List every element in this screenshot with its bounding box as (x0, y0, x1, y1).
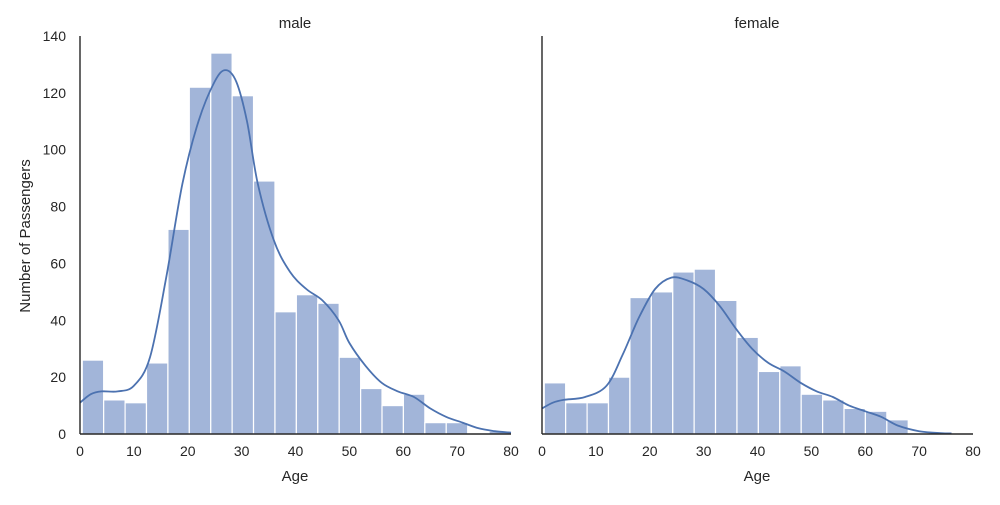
y-tick-label: 120 (43, 85, 67, 101)
bar (543, 382, 567, 435)
bar (103, 399, 126, 435)
bar (124, 402, 148, 435)
facet-panel-female: female Age 0 10 20 30 40 50 60 70 80 (538, 15, 981, 485)
facet-title-female: female (734, 15, 779, 32)
bar (274, 311, 297, 435)
x-tick-label: 60 (857, 443, 873, 459)
x-axis-title-female: Age (744, 468, 771, 485)
y-tick-label: 100 (43, 142, 67, 158)
x-tick-label: 70 (449, 443, 465, 459)
bar (167, 228, 190, 435)
bar (757, 370, 781, 435)
x-tick-label: 10 (588, 443, 604, 459)
bar (252, 180, 276, 435)
x-tick-label: 80 (965, 443, 981, 459)
x-tick-label: 70 (911, 443, 927, 459)
y-axis-title: Number of Passengers (17, 159, 34, 312)
x-tick-label: 60 (395, 443, 411, 459)
bar (145, 362, 169, 435)
bar (210, 52, 233, 435)
bars-male (81, 52, 512, 435)
bar (317, 302, 340, 435)
x-tick-label: 0 (76, 443, 84, 459)
bar (565, 402, 588, 435)
x-tick-label: 50 (804, 443, 820, 459)
bar (693, 268, 717, 435)
y-tick-label: 20 (50, 369, 66, 385)
x-axis-title-male: Age (282, 468, 309, 485)
bar (800, 393, 824, 435)
y-tick-label: 140 (43, 28, 67, 44)
bar (360, 387, 383, 435)
x-tick-label: 80 (503, 443, 519, 459)
facet-panel-male: male Age 0 10 20 30 40 50 60 70 80 0 20 40 60 80 100 12… (43, 15, 519, 485)
x-tick-label: 10 (126, 443, 142, 459)
kde-curve-female (541, 276, 952, 435)
x-tick-label: 40 (288, 443, 304, 459)
bar (629, 296, 652, 435)
bar (607, 376, 631, 435)
bar (672, 271, 695, 435)
bar (231, 95, 255, 435)
bars-female (543, 268, 909, 435)
bar (424, 422, 447, 435)
bar (650, 291, 674, 435)
x-tick-label: 30 (234, 443, 250, 459)
bar (714, 299, 738, 435)
bar (338, 356, 362, 435)
facet-title-male: male (279, 15, 312, 32)
bar (586, 402, 610, 435)
x-tick-label: 0 (538, 443, 546, 459)
y-tick-label: 80 (50, 199, 66, 215)
bar (381, 404, 405, 435)
kde-curve-male (79, 69, 512, 434)
bar (445, 422, 469, 435)
x-tick-label: 40 (750, 443, 766, 459)
x-tick-label: 20 (642, 443, 658, 459)
y-tick-label: 40 (50, 312, 66, 328)
x-tick-label: 30 (696, 443, 712, 459)
x-tick-label: 50 (342, 443, 358, 459)
y-tick-label: 60 (50, 255, 66, 271)
x-tick-label: 20 (180, 443, 196, 459)
bar (822, 399, 845, 435)
y-tick-label: 0 (58, 426, 66, 442)
bar (402, 393, 426, 435)
bar (843, 407, 867, 435)
bar (295, 294, 319, 435)
